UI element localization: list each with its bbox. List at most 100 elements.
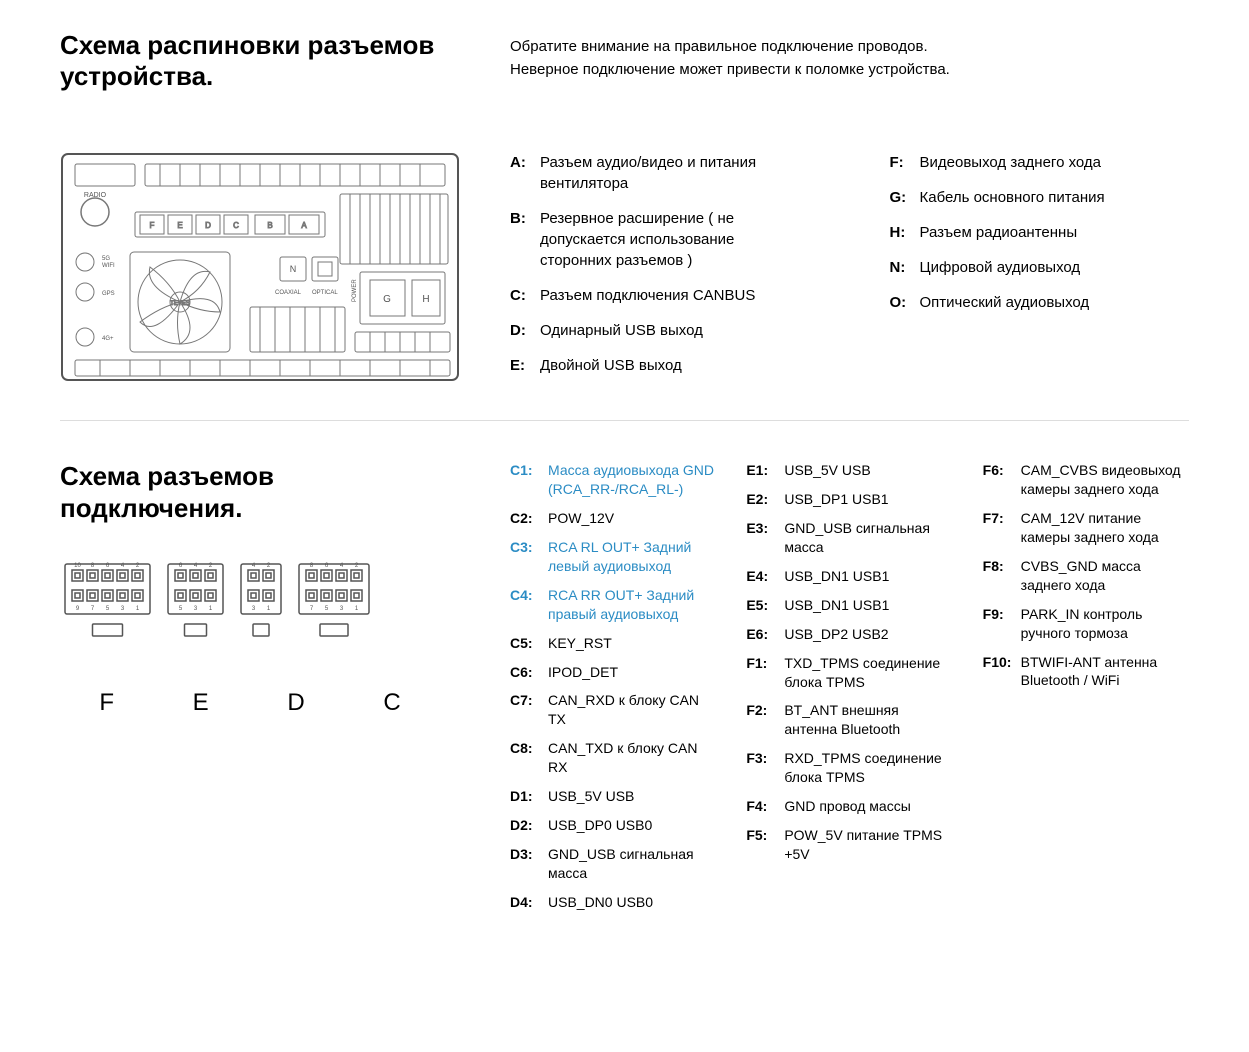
device-diagram: RADIO 5G WIFI GPS 4G+ F E D C B A bbox=[60, 152, 460, 390]
pin-key: C4: bbox=[510, 586, 548, 624]
svg-text:F: F bbox=[150, 221, 155, 230]
pin-key: E3: bbox=[746, 519, 784, 557]
pin-row: D1:USB_5V USB bbox=[510, 787, 716, 806]
legend-val: Цифровой аудиовыход bbox=[920, 257, 1190, 278]
pins-col-3: F6:CAM_CVBS видеовыход камеры заднего хо… bbox=[983, 461, 1189, 921]
section2-left: Схема разъемов подключения. 108642975316… bbox=[60, 461, 460, 921]
pin-key: F10: bbox=[983, 653, 1021, 691]
pin-val: BT_ANT внешняя антенна Bluetooth bbox=[784, 701, 952, 739]
legend-row: B:Резервное расширение ( не допускается … bbox=[510, 208, 810, 271]
svg-text:1: 1 bbox=[209, 606, 213, 612]
pin-key: F3: bbox=[746, 749, 784, 787]
pin-val: CAM_12V питание камеры заднего хода bbox=[1021, 509, 1189, 547]
pin-row: F1:TXD_TPMS соединение блока TPMS bbox=[746, 654, 952, 692]
device-svg: RADIO 5G WIFI GPS 4G+ F E D C B A bbox=[60, 152, 460, 382]
svg-text:1: 1 bbox=[267, 606, 271, 612]
pin-row: F5:POW_5V питание TPMS +5V bbox=[746, 826, 952, 864]
legend-col-right: F:Видеовыход заднего хода G:Кабель основн… bbox=[890, 152, 1190, 390]
svg-text:N: N bbox=[290, 264, 297, 274]
legend-row: D:Одинарный USB выход bbox=[510, 320, 810, 341]
section2: Схема разъемов подключения. 108642975316… bbox=[60, 461, 1189, 921]
pin-val: USB_DN1 USB1 bbox=[784, 567, 952, 586]
pin-key: C3: bbox=[510, 538, 548, 576]
svg-text:G: G bbox=[383, 294, 391, 305]
svg-text:1: 1 bbox=[355, 606, 359, 612]
pin-val: GND_USB сигнальная масса bbox=[784, 519, 952, 557]
svg-text:E: E bbox=[177, 221, 182, 230]
svg-text:3: 3 bbox=[340, 606, 344, 612]
svg-text:5G: 5G bbox=[102, 256, 110, 262]
svg-text:10: 10 bbox=[74, 563, 81, 569]
pin-row: F2:BT_ANT внешняя антенна Bluetooth bbox=[746, 701, 952, 739]
pin-row: D3:GND_USB сигнальная масса bbox=[510, 845, 716, 883]
pin-val: TXD_TPMS соединение блока TPMS bbox=[784, 654, 952, 692]
pin-row: D4:USB_DN0 USB0 bbox=[510, 893, 716, 912]
pin-row: F7:CAM_12V питание камеры заднего хода bbox=[983, 509, 1189, 547]
pin-val: USB_5V USB bbox=[548, 787, 716, 806]
pin-row: C1:Масса аудиовыхода GND (RCA_RR-/RCA_RL… bbox=[510, 461, 716, 499]
pin-key: D4: bbox=[510, 893, 548, 912]
pin-val: RCA RR OUT+ Задний правый аудиовыход bbox=[548, 586, 716, 624]
svg-text:RADIO: RADIO bbox=[84, 192, 107, 199]
pin-key: C2: bbox=[510, 509, 548, 528]
pin-val: PARK_IN контроль ручного тормоза bbox=[1021, 605, 1189, 643]
pin-row: E3:GND_USB сигнальная масса bbox=[746, 519, 952, 557]
pin-key: F7: bbox=[983, 509, 1021, 547]
svg-text:OPTICAL: OPTICAL bbox=[312, 290, 338, 296]
pin-val: CAN_RXD к блоку CAN TX bbox=[548, 691, 716, 729]
pin-key: E5: bbox=[746, 596, 784, 615]
legend-val: Видеовыход заднего хода bbox=[920, 152, 1190, 173]
legend-row: O:Оптический аудиовыход bbox=[890, 292, 1190, 313]
section1-title-block: Схема распиновки разъемов устройства. bbox=[60, 30, 460, 112]
connectors-legend: A:Разъем аудио/видео и питания вентилято… bbox=[510, 152, 1189, 390]
pin-val: KEY_RST bbox=[548, 634, 716, 653]
connector-diagram: 10864297531642531423186427531 FEDC bbox=[60, 554, 460, 717]
pin-key: E6: bbox=[746, 625, 784, 644]
pin-key: F5: bbox=[746, 826, 784, 864]
pin-row: C2:POW_12V bbox=[510, 509, 716, 528]
pin-key: F8: bbox=[983, 557, 1021, 595]
svg-text:GPS: GPS bbox=[102, 291, 115, 297]
legend-row: E:Двойной USB выход bbox=[510, 355, 810, 376]
pin-val: USB_DP1 USB1 bbox=[784, 490, 952, 509]
legend-key: A: bbox=[510, 152, 540, 194]
legend-val: Оптический аудиовыход bbox=[920, 292, 1190, 313]
connector-svg: 10864297531642531423186427531 bbox=[60, 554, 440, 664]
svg-text:1: 1 bbox=[136, 606, 140, 612]
section2-title: Схема разъемов подключения. bbox=[60, 461, 460, 523]
legend-key: F: bbox=[890, 152, 920, 173]
pin-row: E1:USB_5V USB bbox=[746, 461, 952, 480]
pin-row: E2:USB_DP1 USB1 bbox=[746, 490, 952, 509]
pin-val: USB_DP2 USB2 bbox=[784, 625, 952, 644]
legend-row: G:Кабель основного питания bbox=[890, 187, 1190, 208]
pins-legend: C1:Масса аудиовыхода GND (RCA_RR-/RCA_RL… bbox=[510, 461, 1189, 921]
svg-text:5: 5 bbox=[325, 606, 329, 612]
pin-val: GND_USB сигнальная масса bbox=[548, 845, 716, 883]
section1-header: Схема распиновки разъемов устройства. Об… bbox=[60, 30, 1189, 112]
legend-row: H:Разъем радиоантенны bbox=[890, 222, 1190, 243]
svg-text:5: 5 bbox=[179, 606, 183, 612]
legend-val: Резервное расширение ( не допускается ис… bbox=[540, 208, 810, 271]
svg-text:7: 7 bbox=[310, 606, 314, 612]
pin-key: F9: bbox=[983, 605, 1021, 643]
pin-key: C5: bbox=[510, 634, 548, 653]
legend-row: A:Разъем аудио/видео и питания вентилято… bbox=[510, 152, 810, 194]
pin-row: C5:KEY_RST bbox=[510, 634, 716, 653]
svg-text:TEYES: TEYES bbox=[170, 301, 190, 307]
pin-val: USB_DN1 USB1 bbox=[784, 596, 952, 615]
legend-row: N:Цифровой аудиовыход bbox=[890, 257, 1190, 278]
legend-val: Разъем аудио/видео и питания вентилятора bbox=[540, 152, 810, 194]
pin-val: RCA RL OUT+ Задний левый аудиовыход bbox=[548, 538, 716, 576]
svg-text:COAXIAL: COAXIAL bbox=[275, 290, 302, 296]
pin-row: C8:CAN_TXD к блоку CAN RX bbox=[510, 739, 716, 777]
svg-text:B: B bbox=[267, 221, 272, 230]
connector-label: F bbox=[99, 689, 114, 717]
pin-row: C7:CAN_RXD к блоку CAN TX bbox=[510, 691, 716, 729]
pin-row: C3:RCA RL OUT+ Задний левый аудиовыход bbox=[510, 538, 716, 576]
section1-note: Обратите внимание на правильное подключе… bbox=[510, 30, 1189, 112]
connector-label: D bbox=[287, 689, 304, 717]
legend-key: D: bbox=[510, 320, 540, 341]
pin-row: F8:CVBS_GND масса заднего хода bbox=[983, 557, 1189, 595]
pin-val: GND провод массы bbox=[784, 797, 952, 816]
svg-text:9: 9 bbox=[76, 606, 80, 612]
